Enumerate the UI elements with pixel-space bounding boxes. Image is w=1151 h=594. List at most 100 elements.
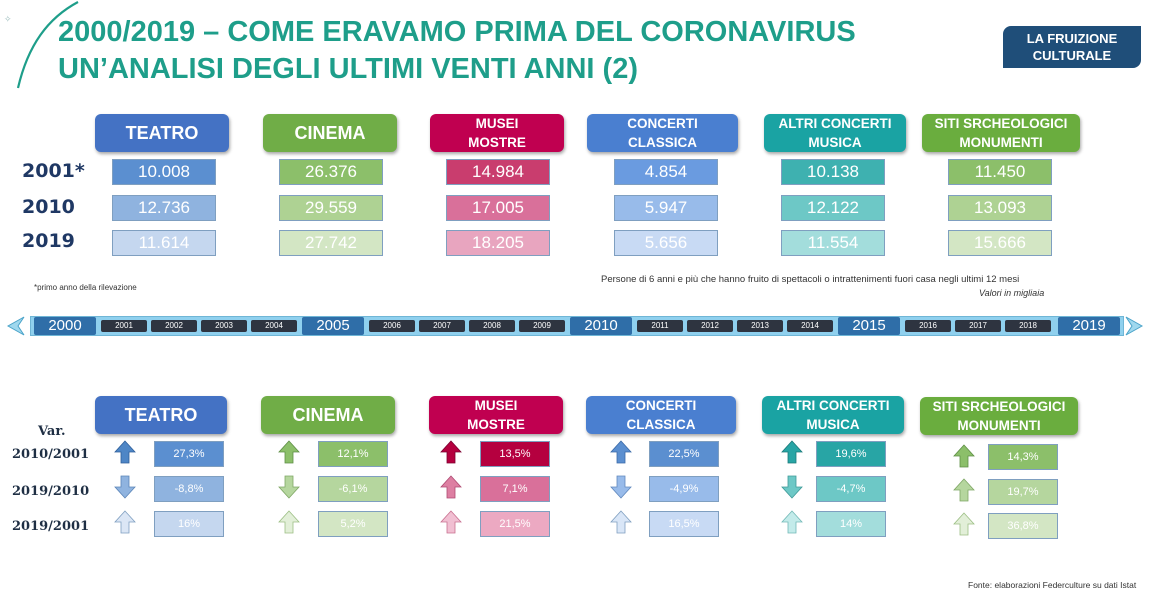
arrow-down-icon bbox=[278, 475, 300, 499]
chart-subtitle: Persone di 6 anni e più che hanno fruito… bbox=[601, 274, 1020, 285]
category-header-teatro: TEATRO bbox=[95, 114, 229, 152]
category-label: CLASSICA bbox=[627, 135, 697, 150]
category-header-musei: MUSEI MOSTRE bbox=[430, 114, 564, 152]
category-label: MONUMENTI bbox=[957, 418, 1041, 433]
var-altri-2019-2010: -4,7% bbox=[816, 476, 886, 502]
var-musei-2010-2001: 13,5% bbox=[480, 441, 550, 467]
arrow-up-icon bbox=[278, 510, 300, 534]
timeline-year-major: 2005 bbox=[302, 317, 364, 335]
value-siti-2019: 15.666 bbox=[948, 230, 1052, 256]
category-label: MOSTRE bbox=[467, 417, 525, 432]
timeline-year-minor: 2018 bbox=[1005, 320, 1051, 332]
badge-line-2: CULTURALE bbox=[1032, 48, 1112, 63]
category-header-siti: SITI SRCHEOLOGICI MONUMENTI bbox=[922, 114, 1080, 152]
title-line-2: UN’ANALISI DEGLI ULTIMI VENTI ANNI (2) bbox=[58, 53, 638, 85]
timeline-year-minor: 2006 bbox=[369, 320, 415, 332]
section-badge: LA FRUIZIONE CULTURALE bbox=[1003, 26, 1141, 68]
timeline-year-minor: 2002 bbox=[151, 320, 197, 332]
badge-line-1: LA FRUIZIONE bbox=[1026, 31, 1118, 46]
value-musei-2019: 18.205 bbox=[446, 230, 550, 256]
var-cinema-2019-2001: 5,2% bbox=[318, 511, 388, 537]
var-teatro-2019-2010: -8,8% bbox=[154, 476, 224, 502]
category-header-altri-var: ALTRI CONCERTI MUSICA bbox=[762, 396, 904, 434]
var-altri-2019-2001: 14% bbox=[816, 511, 886, 537]
category-header-concerti-classica: CONCERTI CLASSICA bbox=[587, 114, 738, 152]
timeline-year-major: 2019 bbox=[1058, 317, 1120, 335]
category-label: MUSEI bbox=[475, 116, 519, 131]
var-siti-2019-2010: 19,7% bbox=[988, 479, 1058, 505]
category-label: MUSEI bbox=[474, 398, 518, 413]
timeline-year-minor: 2001 bbox=[101, 320, 147, 332]
timeline-year-minor: 2003 bbox=[201, 320, 247, 332]
category-header-musei-var: MUSEI MOSTRE bbox=[429, 396, 563, 434]
category-label: CONCERTI bbox=[627, 116, 698, 131]
var-teatro-2010-2001: 27,3% bbox=[154, 441, 224, 467]
value-teatro-2001: 10.008 bbox=[112, 159, 216, 185]
footnote: *primo anno della rilevazione bbox=[34, 283, 137, 292]
arrow-up-icon bbox=[953, 478, 975, 502]
value-siti-2010: 13.093 bbox=[948, 195, 1052, 221]
category-label: SITI SRCHEOLOGICI bbox=[932, 399, 1066, 414]
arrow-up-icon bbox=[610, 440, 632, 464]
category-label: MUSICA bbox=[808, 135, 862, 150]
arrow-up-icon bbox=[114, 440, 136, 464]
var-teatro-2019-2001: 16% bbox=[154, 511, 224, 537]
category-label: ALTRI CONCERTI bbox=[776, 398, 890, 413]
timeline-year-minor: 2009 bbox=[519, 320, 565, 332]
year-label-2019: 2019 bbox=[22, 230, 75, 252]
svg-text:✧: ✧ bbox=[4, 14, 12, 24]
timeline-year-minor: 2011 bbox=[637, 320, 683, 332]
value-siti-2001: 11.450 bbox=[948, 159, 1052, 185]
category-label: MOSTRE bbox=[468, 135, 526, 150]
timeline-year-minor: 2014 bbox=[787, 320, 833, 332]
timeline-year-major: 2015 bbox=[838, 317, 900, 335]
category-header-cinema-var: CINEMA bbox=[261, 396, 395, 434]
category-label: MONUMENTI bbox=[959, 135, 1043, 150]
category-header-cinema: CINEMA bbox=[263, 114, 397, 152]
category-label: CINEMA bbox=[294, 122, 366, 143]
value-classica-2001: 4.854 bbox=[614, 159, 718, 185]
arrow-down-icon bbox=[610, 475, 632, 499]
arrow-up-icon bbox=[610, 510, 632, 534]
var-classica-2010-2001: 22,5% bbox=[649, 441, 719, 467]
value-cinema-2001: 26.376 bbox=[279, 159, 383, 185]
value-cinema-2010: 29.559 bbox=[279, 195, 383, 221]
var-label-2010-2001: 2010/2001 bbox=[12, 447, 90, 462]
var-label-2019-2010: 2019/2010 bbox=[12, 484, 90, 499]
arrow-up-icon bbox=[781, 440, 803, 464]
timeline-right-arrow bbox=[1125, 316, 1144, 336]
var-title: Var. bbox=[38, 424, 66, 439]
arrow-down-icon bbox=[781, 475, 803, 499]
var-musei-2019-2010: 7,1% bbox=[480, 476, 550, 502]
category-header-classica-var: CONCERTI CLASSICA bbox=[586, 396, 736, 434]
timeline-year-minor: 2013 bbox=[737, 320, 783, 332]
var-classica-2019-2001: 16,5% bbox=[649, 511, 719, 537]
units-note: Valori in migliaia bbox=[979, 288, 1045, 298]
var-siti-2010-2001: 14,3% bbox=[988, 444, 1058, 470]
value-classica-2019: 5.656 bbox=[614, 230, 718, 256]
decorative-swoosh: ✧ bbox=[4, 1, 79, 89]
arrow-up-icon bbox=[114, 510, 136, 534]
timeline-year-minor: 2008 bbox=[469, 320, 515, 332]
timeline-left-arrow bbox=[6, 316, 25, 336]
arrow-up-icon bbox=[440, 440, 462, 464]
category-label: MUSICA bbox=[806, 417, 860, 432]
category-label: ALTRI CONCERTI bbox=[778, 116, 892, 131]
category-header-teatro-var: TEATRO bbox=[95, 396, 227, 434]
year-label-2001: 2001* bbox=[22, 160, 85, 182]
timeline-year-minor: 2016 bbox=[905, 320, 951, 332]
value-teatro-2019: 11.614 bbox=[112, 230, 216, 256]
timeline-year-minor: 2004 bbox=[251, 320, 297, 332]
value-teatro-2010: 12.736 bbox=[112, 195, 216, 221]
var-classica-2019-2010: -4,9% bbox=[649, 476, 719, 502]
timeline-year-minor: 2012 bbox=[687, 320, 733, 332]
arrow-up-icon bbox=[278, 440, 300, 464]
var-altri-2010-2001: 19,6% bbox=[816, 441, 886, 467]
year-label-2010: 2010 bbox=[22, 196, 75, 218]
arrow-up-icon bbox=[953, 444, 975, 468]
category-label: CLASSICA bbox=[626, 417, 696, 432]
value-musei-2010: 17.005 bbox=[446, 195, 550, 221]
var-musei-2019-2001: 21,5% bbox=[480, 511, 550, 537]
timeline-year-minor: 2007 bbox=[419, 320, 465, 332]
var-label-2019-2001: 2019/2001 bbox=[12, 519, 90, 534]
